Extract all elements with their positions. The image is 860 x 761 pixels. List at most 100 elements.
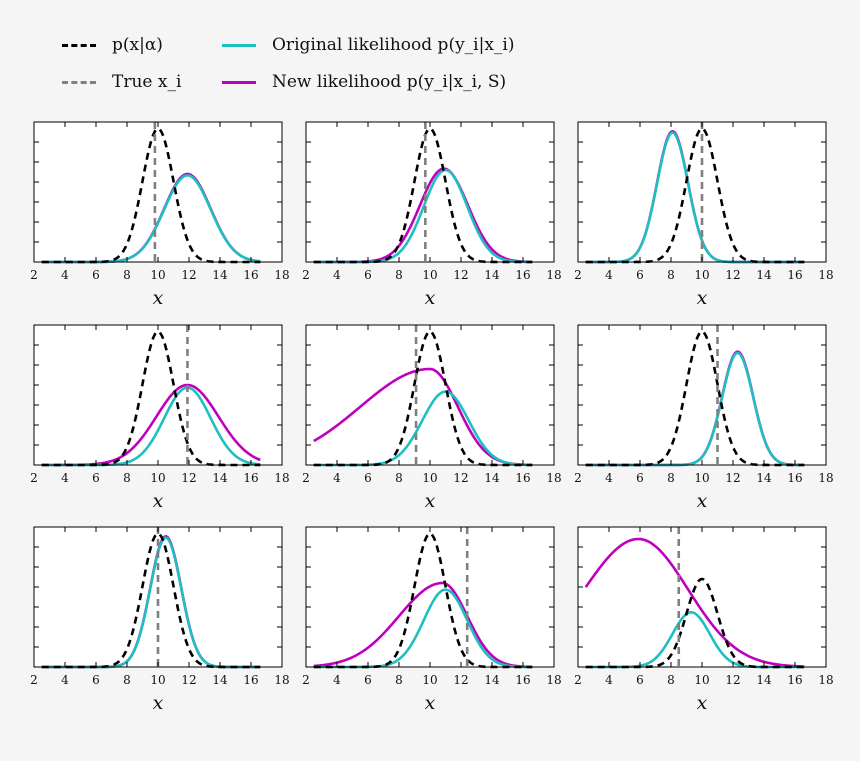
x-axis-label: x [153,287,164,309]
x-tick-label: 12 [453,268,468,282]
x-tick-label: 4 [61,471,69,485]
new-curve [313,581,533,669]
x-tick-label: 8 [123,673,131,687]
legend-label-new: New likelihood p(y_i|x_i, S) [272,72,507,92]
x-axis-label: x [697,490,708,512]
x-tick-label: 4 [333,471,341,485]
x-axis-label: x [425,490,436,512]
x-tick-label: 18 [274,471,289,485]
legend-item-prior: p(x|α) [62,33,163,57]
x-tick-label: 12 [453,673,468,687]
x-tick-label: 2 [574,268,582,282]
x-tick-label: 6 [92,268,100,282]
original-swatch [222,43,256,47]
x-tick-label: 2 [302,471,310,485]
x-tick-label: 18 [546,673,561,687]
panel-3: 2 4 6 8 10 12 14 16 18 x [574,121,834,309]
x-axis-label: x [697,692,708,714]
x-tick-label: 8 [667,268,675,282]
x-tick-label: 12 [725,268,740,282]
x-tick-label: 18 [274,673,289,687]
x-tick-label: 10 [422,673,437,687]
panel-background [306,527,554,667]
x-tick-label: 8 [667,673,675,687]
x-tick-label: 6 [92,673,100,687]
x-tick-label: 16 [243,471,258,485]
panel-7: 2 4 6 8 10 12 14 16 18 x [30,526,290,714]
x-axis-label: x [153,490,164,512]
x-tick-label: 2 [30,673,38,687]
panel-9: 2 4 6 8 10 12 14 16 18 x [574,526,834,714]
legend-item-true: True x_i [62,70,181,94]
x-tick-label: 14 [484,268,500,282]
new-curve [584,537,805,668]
x-tick-label: 16 [515,471,530,485]
x-tick-label: 16 [243,673,258,687]
legend-item-new: New likelihood p(y_i|x_i, S) [222,70,506,94]
x-tick-label: 10 [694,268,709,282]
prior-swatch [62,43,96,47]
legend-label-true: True x_i [112,72,182,92]
x-tick-label: 10 [694,673,709,687]
x-axis-label: x [697,287,708,309]
panel-1: 2 4 6 8 10 12 14 16 18 x [30,121,290,309]
x-tick-label: 18 [818,471,833,485]
x-tick-label: 12 [181,471,196,485]
x-tick-label: 18 [818,268,833,282]
legend-label-original: Original likelihood p(y_i|x_i) [272,35,515,55]
panel-4: 2 4 6 8 10 12 14 16 18 x [30,324,290,512]
panel-background [34,325,282,465]
legend-label-prior: p(x|α) [112,35,163,55]
x-tick-label: 16 [787,268,802,282]
x-tick-label: 12 [453,471,468,485]
panel-background [306,325,554,465]
x-tick-label: 10 [694,471,709,485]
x-tick-label: 4 [605,673,613,687]
x-tick-label: 18 [274,268,289,282]
x-tick-label: 14 [756,471,772,485]
x-tick-label: 8 [667,471,675,485]
x-tick-label: 12 [181,673,196,687]
x-tick-label: 8 [395,471,403,485]
x-tick-label: 2 [30,471,38,485]
panel-background [578,325,826,465]
panel-8: 2 4 6 8 10 12 14 16 18 x [302,526,562,714]
panel-6: 2 4 6 8 10 12 14 16 18 x [574,324,834,512]
x-tick-label: 2 [574,673,582,687]
panel-background [578,527,826,667]
legend-item-original: Original likelihood p(y_i|x_i) [222,33,515,57]
x-tick-label: 6 [364,471,372,485]
x-tick-label: 14 [484,673,500,687]
x-tick-label: 12 [181,268,196,282]
x-axis-label: x [425,692,436,714]
x-tick-label: 4 [61,673,69,687]
x-tick-label: 10 [422,268,437,282]
legend: p(x|α) True x_i Original likelihood p(y_… [0,0,860,110]
x-tick-label: 4 [333,268,341,282]
x-tick-label: 14 [756,673,772,687]
x-tick-label: 10 [150,673,165,687]
x-tick-label: 14 [212,471,228,485]
x-tick-label: 10 [150,471,165,485]
x-tick-label: 4 [61,268,69,282]
x-tick-label: 2 [302,673,310,687]
x-tick-label: 14 [756,268,772,282]
x-tick-label: 8 [395,673,403,687]
x-tick-label: 6 [636,268,644,282]
x-tick-label: 6 [636,673,644,687]
x-tick-label: 12 [725,673,740,687]
panel-2: 2 4 6 8 10 12 14 16 18 x [302,121,562,309]
new-swatch [222,80,256,84]
x-tick-label: 14 [484,471,500,485]
x-tick-label: 16 [515,268,530,282]
x-tick-label: 18 [546,471,561,485]
x-tick-label: 18 [818,673,833,687]
x-tick-label: 4 [333,673,341,687]
x-tick-label: 16 [515,673,530,687]
x-tick-label: 6 [92,471,100,485]
x-axis-label: x [425,287,436,309]
x-tick-label: 6 [364,268,372,282]
x-tick-label: 16 [243,268,258,282]
x-tick-label: 16 [787,471,802,485]
